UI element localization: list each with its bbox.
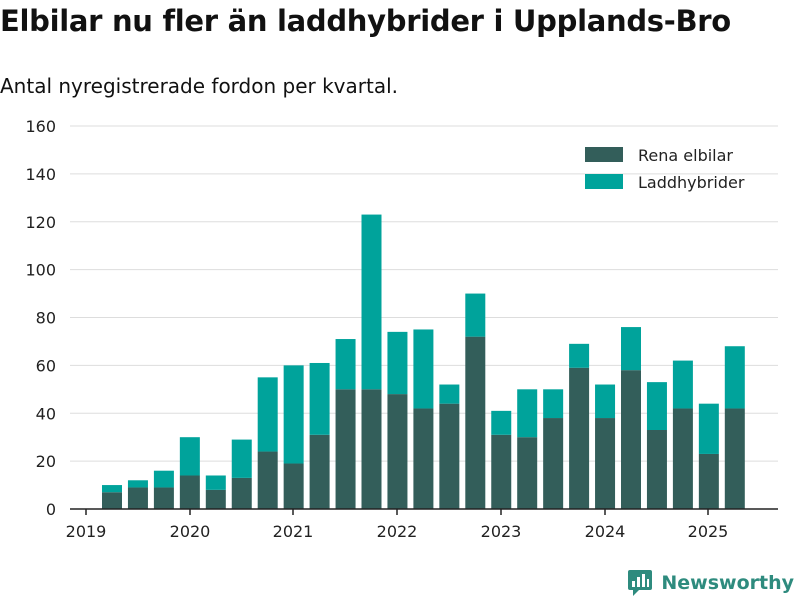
bar-rena-elbilar[interactable] xyxy=(335,389,356,509)
bar-rena-elbilar[interactable] xyxy=(517,437,538,509)
bar-rena-elbilar[interactable] xyxy=(672,408,693,509)
bar-laddhybrider[interactable] xyxy=(543,389,564,419)
bar-rena-elbilar[interactable] xyxy=(102,492,122,509)
y-tick-label: 140 xyxy=(25,165,56,184)
bar-rena-elbilar[interactable] xyxy=(257,451,278,509)
bar-laddhybrider[interactable] xyxy=(569,343,590,368)
y-tick-label: 20 xyxy=(36,452,56,471)
bar-rena-elbilar[interactable] xyxy=(569,367,590,509)
bar-laddhybrider[interactable] xyxy=(465,293,486,337)
legend-swatch xyxy=(585,147,623,162)
chart-subtitle: Antal nyregistrerade fordon per kvartal. xyxy=(0,74,399,98)
x-tick-label: 2019 xyxy=(66,522,107,541)
bar-laddhybrider[interactable] xyxy=(179,437,200,476)
bar-laddhybrider[interactable] xyxy=(672,360,693,409)
x-tick-label: 2021 xyxy=(273,522,314,541)
brand-name: Newsworthy xyxy=(661,572,794,594)
x-tick-label: 2022 xyxy=(377,522,418,541)
bar-rena-elbilar[interactable] xyxy=(127,487,148,509)
bar-rena-elbilar[interactable] xyxy=(724,408,745,509)
x-tick-label: 2025 xyxy=(688,522,729,541)
legend-swatch xyxy=(585,174,623,189)
bar-rena-elbilar[interactable] xyxy=(179,475,200,509)
bar-laddhybrider[interactable] xyxy=(439,384,460,404)
bar-rena-elbilar[interactable] xyxy=(309,434,330,509)
x-tick-label: 2020 xyxy=(170,522,211,541)
legend[interactable]: Rena elbilar Laddhybrider xyxy=(585,146,745,192)
brand[interactable]: Newsworthy xyxy=(627,568,794,598)
y-tick-label: 160 xyxy=(25,117,56,136)
bar-laddhybrider[interactable] xyxy=(387,331,408,395)
bar-rena-elbilar[interactable] xyxy=(361,389,382,509)
bar-rena-elbilar[interactable] xyxy=(387,394,408,509)
bar-laddhybrider[interactable] xyxy=(646,382,667,431)
bar-laddhybrider[interactable] xyxy=(724,346,745,409)
y-tick-label: 120 xyxy=(25,213,56,232)
bar-laddhybrider[interactable] xyxy=(231,439,252,478)
bar-rena-elbilar[interactable] xyxy=(543,418,564,509)
legend-label: Rena elbilar xyxy=(638,146,733,165)
bar-rena-elbilar[interactable] xyxy=(205,489,226,509)
bar-rena-elbilar[interactable] xyxy=(153,487,174,509)
bars xyxy=(102,214,745,509)
bar-laddhybrider[interactable] xyxy=(309,362,330,435)
bar-laddhybrider[interactable] xyxy=(283,365,304,464)
y-tick-label: 80 xyxy=(36,309,56,328)
bar-rena-elbilar[interactable] xyxy=(646,430,667,509)
bar-rena-elbilar[interactable] xyxy=(439,403,460,509)
bar-laddhybrider[interactable] xyxy=(335,339,356,390)
bar-rena-elbilar[interactable] xyxy=(698,453,719,509)
bar-laddhybrider[interactable] xyxy=(698,403,719,454)
bar-laddhybrider[interactable] xyxy=(491,410,512,435)
bar-laddhybrider[interactable] xyxy=(621,327,641,371)
axes: 0 20 40 60 80 100 120 140 160 2019 2020 2021 2022 202… xyxy=(25,117,778,541)
bar-laddhybrider[interactable] xyxy=(153,470,174,488)
y-tick-label: 0 xyxy=(46,500,56,519)
x-tick-label: 2023 xyxy=(481,522,522,541)
bar-rena-elbilar[interactable] xyxy=(465,336,486,509)
bar-laddhybrider[interactable] xyxy=(361,214,382,390)
bar-rena-elbilar[interactable] xyxy=(231,477,252,509)
newsworthy-logo-icon xyxy=(628,570,653,596)
bar-rena-elbilar[interactable] xyxy=(621,370,641,509)
bar-rena-elbilar[interactable] xyxy=(595,418,616,509)
bar-laddhybrider[interactable] xyxy=(595,384,616,419)
x-tick-label: 2024 xyxy=(585,522,626,541)
y-tick-label: 100 xyxy=(25,261,56,280)
bar-laddhybrider[interactable] xyxy=(257,377,278,452)
bar-laddhybrider[interactable] xyxy=(517,389,538,438)
legend-label: Laddhybrider xyxy=(638,173,745,192)
chart-title: Elbilar nu fler än laddhybrider i Upplan… xyxy=(0,4,731,38)
bar-rena-elbilar[interactable] xyxy=(283,463,304,509)
bar-rena-elbilar[interactable] xyxy=(491,434,512,509)
y-tick-label: 40 xyxy=(36,404,56,423)
bar-laddhybrider[interactable] xyxy=(102,485,122,493)
bar-laddhybrider[interactable] xyxy=(127,480,148,488)
y-tick-label: 60 xyxy=(36,356,56,375)
bar-laddhybrider[interactable] xyxy=(413,329,434,409)
bar-laddhybrider[interactable] xyxy=(205,475,226,490)
bar-rena-elbilar[interactable] xyxy=(413,408,434,509)
